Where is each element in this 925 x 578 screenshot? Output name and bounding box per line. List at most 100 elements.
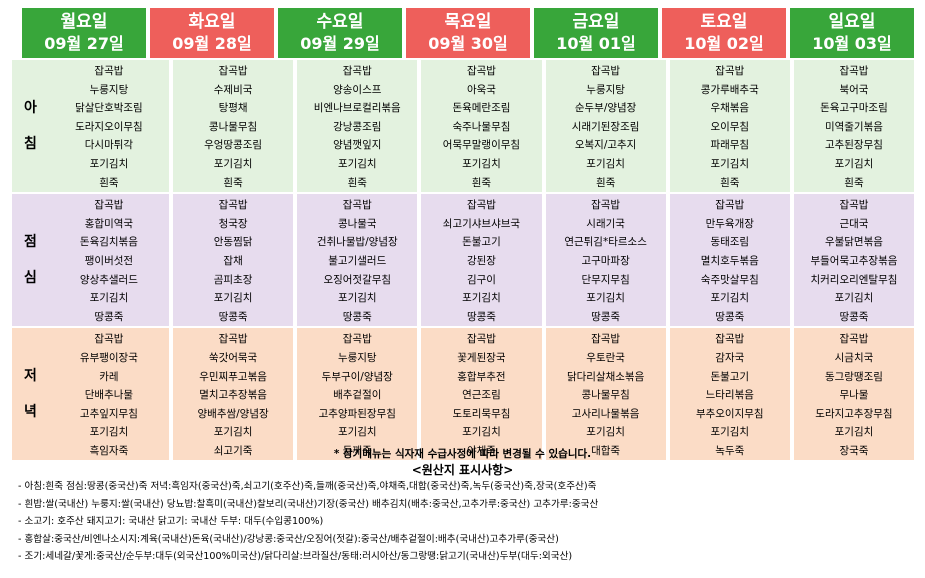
menu-item: 치커리오리엔탈무침: [810, 273, 898, 286]
menu-item: 감자국: [715, 351, 745, 364]
menu-item: 잡곡밥: [839, 199, 869, 212]
menu-item: 잡곡밥: [94, 199, 124, 212]
day-menu: 잡곡밥 북어국 돈육고구마조림 미역줄기볶음 고추된장무침 포기김치 흰죽: [793, 60, 915, 193]
menu-item: 잡곡밥: [94, 333, 124, 346]
menu-item: 잡곡밥: [839, 333, 869, 346]
menu-item: 잡채: [223, 254, 243, 267]
menu-item: 무나물: [839, 389, 869, 402]
footer: * 상기메뉴는 식자재 수급사정에 따라 변경될 수 있습니다. <원산지 표시…: [0, 446, 925, 566]
menu-item: 땅콩죽: [839, 310, 869, 323]
day-menu: 잡곡밥 쑥갓어묵국 우민찌푸고볶음 멸치고추장볶음 양배추쌈/양념장 포기김치 쇠고기죽: [173, 328, 294, 461]
menu-item: 포기김치: [89, 426, 129, 439]
menu-item: 멸치고추장볶음: [199, 389, 267, 402]
meal-section: 아 침 잡곡밥 누룽지탕 닭살단호박조림 도라지오이무침 다시마튀각 포기김치 흰죽 잡곡밥 수제비…: [12, 60, 918, 193]
menu-item: 쇠고기샤브샤브국: [442, 217, 521, 230]
menu-item: 포기김치: [586, 157, 625, 170]
menu-item: 대합죽: [591, 444, 621, 457]
day-menu: 잡곡밥 양송이스프 비엔나브로컬리볶음 강낭콩조림 양념깻잎지 포기김치 흰죽: [297, 60, 418, 193]
menu-item: 돈육메란조림: [452, 102, 511, 115]
day-header: 금요일 10월 01일: [534, 8, 658, 58]
menu-item: 돈불고기: [710, 370, 750, 383]
menu-item: 누룽지탕: [337, 351, 377, 364]
day-menu: 잡곡밥 청국장 안동찜닭 잡채 곰피초장 포기김치 땅콩죽: [173, 194, 294, 327]
menu-item: 포기김치: [462, 157, 501, 170]
menu-item: 미역줄기볶음: [824, 120, 883, 133]
day-header-row: 월요일 09월 27일 화요일 09월 28일 수요일 09월 29일 목요일 09월 30일…: [12, 8, 918, 58]
menu-item: 잡곡밥: [342, 65, 372, 77]
menu-item: 흰죽: [347, 176, 367, 189]
menu-item: 포기김치: [89, 292, 129, 305]
day-name: 수요일: [316, 12, 364, 32]
day-date: 10월 01일: [556, 34, 636, 53]
day-menu: 잡곡밥 감자국 돈불고기 느타리볶음 부추오이지무침 포기김치 녹두죽: [669, 328, 790, 461]
menu-item: 우불닭면볶음: [824, 236, 883, 249]
day-header: 목요일 09월 30일: [406, 8, 530, 58]
menu-item: 쇠고기죽: [213, 444, 253, 457]
day-header: 화요일 09월 28일: [150, 8, 274, 58]
menu-item: 멸치호두볶음: [700, 254, 759, 267]
menu-item: 잡곡밥: [466, 65, 496, 77]
day-name: 금요일: [572, 12, 620, 32]
menu-item: 단배추나물: [84, 389, 134, 402]
menu-item: 도라지오이무침: [75, 120, 143, 133]
menu-item: 오징어젓갈무침: [323, 273, 392, 286]
menu-item: 수제비국: [213, 83, 253, 96]
menu-item: 잡곡밥: [218, 65, 248, 77]
menu-item: 흰죽: [720, 176, 740, 189]
menu-item: 순두부/양념장: [574, 102, 637, 115]
menu-item: 포기김치: [586, 292, 625, 305]
menu-item: 곰피초장: [213, 273, 253, 286]
day-menu: 잡곡밥 콩나물국 건취나물밥/양념장 불고기샐러드 오징어젓갈무침 포기김치 땅콩죽: [297, 194, 418, 327]
menu-item: 양념깻잎지: [333, 139, 382, 152]
weekly-menu: 월요일 09월 27일 화요일 09월 28일 수요일 09월 29일 목요일 09월 30일…: [12, 8, 918, 461]
menu-item: 청국장: [218, 217, 248, 230]
menu-item: 동그랑땡조림: [824, 370, 883, 383]
menu-item: 고추양파된장무침: [318, 407, 396, 420]
menu-item: 근대국: [839, 217, 869, 230]
day-menu: 잡곡밥 누룽지탕 순두부/양념장 시래기된장조림 오복지/고추지 포기김치 흰죽: [545, 60, 666, 193]
menu-item: 땅콩죽: [342, 310, 372, 323]
menu-item: 흰죽: [844, 176, 864, 189]
menu-item: 잡곡밥: [466, 199, 496, 212]
origin-line: - 홍합살:중국산/비엔나소시지:계육(국내산)돈육(국내산)/강낭콩:중국산/…: [18, 533, 559, 545]
menu-item: 카레: [99, 370, 119, 383]
menu-item: 포기김치: [586, 426, 625, 439]
menu-item: 잡곡밥: [342, 199, 372, 212]
day-menu: 잡곡밥 시금치국 동그랑땡조림 무나물 도라지고추장무침 포기김치 장국죽: [793, 328, 915, 461]
menu-item: 흰죽: [471, 176, 492, 189]
day-date: 09월 28일: [172, 34, 252, 53]
day-header: 일요일 10월 03일: [790, 8, 914, 58]
origin-lines: - 아침:흰죽 점심:땅콩(중국산)죽 저녁:흑임자(중국산)죽,쇠고기(호주산…: [0, 478, 925, 566]
day-menu: 잡곡밥 아욱국 돈육메란조림 숙주나물무침 어묵무말랭이무침 포기김치 흰죽: [421, 60, 542, 193]
menu-item: 우민찌푸고볶음: [199, 370, 267, 383]
day-menu: 잡곡밥 유부팽이장국 카레 단배추나물 고추잎지무침 포기김치 흑임자죽: [48, 328, 169, 461]
menu-item: 포기김치: [710, 157, 750, 170]
menu-item: 포기김치: [834, 292, 874, 305]
menu-item: 잡곡밥: [591, 333, 621, 346]
day-menu: 잡곡밥 홍합미역국 돈육김치볶음 팽이버섯전 양상추샐러드 포기김치 땅콩죽: [48, 194, 169, 327]
menu-item: 포기김치: [710, 292, 750, 305]
menu-item: 부추오이지무침: [695, 407, 764, 420]
day-menu: 잡곡밥 우토란국 닭다리살채소볶음 콩나물무침 고사리나물볶음 포기김치 대합죽: [545, 328, 666, 461]
meal-label-char: 점: [23, 234, 37, 251]
menu-item: 연근튀김*타르소스: [564, 236, 647, 249]
menu-item: 고구마파장: [581, 254, 630, 267]
menu-item: 양배추쌈/양념장: [197, 407, 269, 420]
day-name: 목요일: [444, 12, 492, 32]
day-menu: 잡곡밥 누룽지탕 두부구이/양념장 배추겉절이 고추양파된장무침 포기김치 들깨죽: [297, 328, 418, 461]
day-header: 토요일 10월 02일: [662, 8, 786, 58]
menu-item: 숙주맛살무침: [700, 273, 759, 286]
menu-item: 파래무침: [710, 139, 750, 152]
menu-item: 단무지무침: [581, 273, 630, 286]
menu-item: 건취나물밥/양념장: [316, 236, 398, 249]
menu-item: 잡곡밥: [715, 65, 745, 77]
menu-item: 고사리나물볶음: [571, 407, 640, 420]
menu-item: 포기김치: [337, 292, 377, 305]
menu-item: 돈육고구마조림: [820, 102, 888, 115]
menu-item: 숙주나물무침: [452, 120, 511, 133]
menu-item: 잡곡밥: [591, 65, 621, 77]
origin-line: - 아침:흰죽 점심:땅콩(중국산)죽 저녁:흑임자(중국산)죽,쇠고기(호주산…: [18, 481, 597, 492]
meal-label-char: 심: [23, 270, 37, 287]
menu-item: 콩나물국: [337, 217, 377, 230]
